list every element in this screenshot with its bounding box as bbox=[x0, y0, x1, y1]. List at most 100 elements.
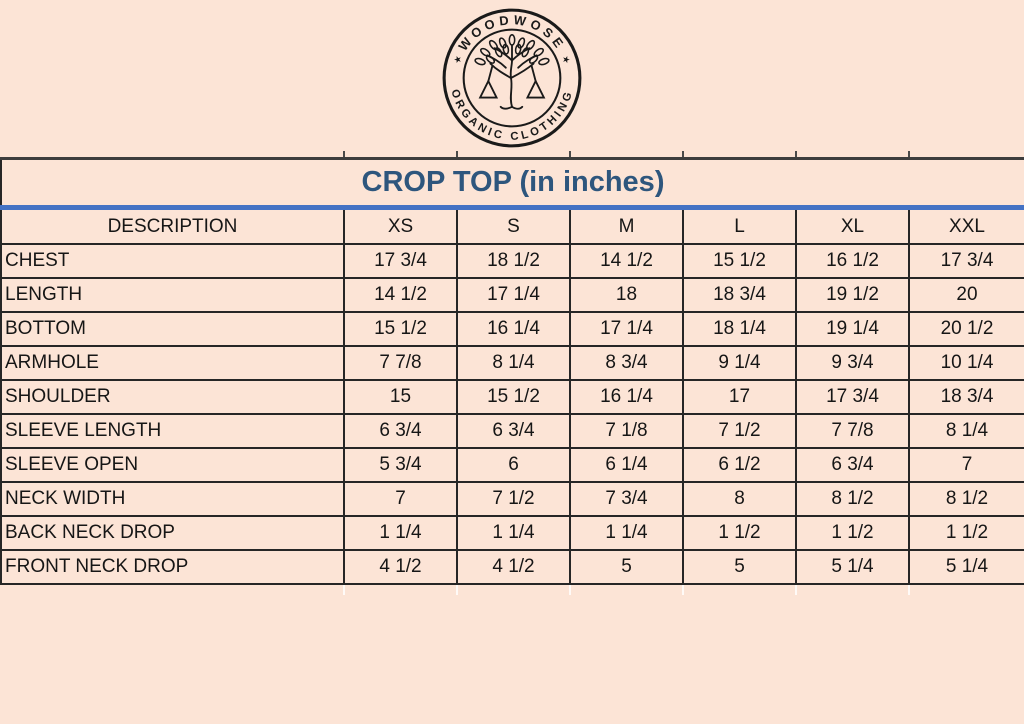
size-value: 8 1/2 bbox=[797, 483, 910, 515]
size-value: 1 1/2 bbox=[684, 517, 797, 549]
logo-inner-circle bbox=[462, 28, 562, 128]
size-value: 14 1/2 bbox=[345, 279, 458, 311]
size-value: 7 bbox=[345, 483, 458, 515]
tree-scales-icon bbox=[474, 34, 550, 110]
row-label: BOTTOM bbox=[2, 313, 345, 345]
size-value: 1 1/2 bbox=[797, 517, 910, 549]
table-title-band: CROP TOP (in inches) bbox=[0, 160, 1024, 205]
table-header-row: DESCRIPTION XS S M L XL XXL bbox=[2, 210, 1024, 245]
size-value: 8 1/2 bbox=[945, 488, 989, 509]
gridline-stub bbox=[569, 585, 571, 595]
size-value: 1 1/2 bbox=[945, 522, 989, 543]
row-label: SLEEVE LENGTH bbox=[2, 415, 345, 447]
gridline-stub bbox=[795, 585, 797, 595]
gridline-stub bbox=[908, 151, 910, 157]
size-value: 7 3/4 bbox=[571, 483, 684, 515]
column-header-description: DESCRIPTION bbox=[2, 210, 345, 243]
table-row: SLEEVE OPEN 5 3/4 6 6 1/4 6 1/2 6 3/4 7 bbox=[2, 449, 1024, 483]
size-value: 15 1/2 bbox=[458, 381, 571, 413]
row-label: LENGTH bbox=[2, 279, 345, 311]
gridline-stub bbox=[795, 151, 797, 157]
page-title: CROP TOP (in inches) bbox=[361, 166, 665, 198]
size-value: 18 bbox=[571, 279, 684, 311]
gridline-stub bbox=[569, 151, 571, 157]
column-header-s: S bbox=[458, 210, 571, 243]
size-value: 18 1/2 bbox=[458, 245, 571, 277]
size-value: 8 bbox=[684, 483, 797, 515]
size-value: 16 1/4 bbox=[571, 381, 684, 413]
size-value: 20 1/2 bbox=[940, 318, 994, 339]
column-header-xxl: XXL bbox=[949, 215, 985, 237]
size-value: 17 3/4 bbox=[797, 381, 910, 413]
gridline-stub bbox=[343, 151, 345, 157]
title-accent-rule bbox=[0, 205, 1024, 210]
size-value: 20 bbox=[956, 284, 978, 305]
size-value: 19 1/2 bbox=[797, 279, 910, 311]
column-header-xl: XL bbox=[797, 210, 910, 243]
size-value: 6 3/4 bbox=[345, 415, 458, 447]
row-label: FRONT NECK DROP bbox=[2, 551, 345, 583]
size-value: 17 3/4 bbox=[345, 245, 458, 277]
size-value: 18 1/4 bbox=[684, 313, 797, 345]
column-header-xs: XS bbox=[345, 210, 458, 243]
size-value: 16 1/4 bbox=[458, 313, 571, 345]
size-value: 6 3/4 bbox=[458, 415, 571, 447]
size-value: 5 1/4 bbox=[797, 551, 910, 583]
size-value: 8 1/4 bbox=[945, 420, 989, 441]
size-value: 1 1/4 bbox=[571, 517, 684, 549]
gridline-stub bbox=[456, 585, 458, 595]
table-row: FRONT NECK DROP 4 1/2 4 1/2 5 5 5 1/4 5 1/4 bbox=[2, 551, 1024, 585]
table-row: NECK WIDTH 7 7 1/2 7 3/4 8 8 1/2 8 1/2 bbox=[2, 483, 1024, 517]
size-value: 6 1/4 bbox=[571, 449, 684, 481]
size-value: 8 1/4 bbox=[458, 347, 571, 379]
gridline-stub bbox=[456, 151, 458, 157]
woodwose-logo: WOODWOSE ORGANIC CLOTHING ★ ★ bbox=[440, 6, 584, 150]
logo-left-star-icon: ★ bbox=[452, 53, 463, 65]
size-value: 5 bbox=[571, 551, 684, 583]
gridline-stub bbox=[682, 151, 684, 157]
size-value: 8 3/4 bbox=[571, 347, 684, 379]
size-value: 7 1/2 bbox=[684, 415, 797, 447]
table-row: ARMHOLE 7 7/8 8 1/4 8 3/4 9 1/4 9 3/4 10 1/4 bbox=[2, 347, 1024, 381]
logo-outer-circle bbox=[442, 8, 582, 148]
size-value: 6 1/2 bbox=[684, 449, 797, 481]
row-label: ARMHOLE bbox=[2, 347, 345, 379]
size-value: 6 3/4 bbox=[797, 449, 910, 481]
size-value: 9 1/4 bbox=[684, 347, 797, 379]
size-value: 4 1/2 bbox=[345, 551, 458, 583]
row-label: SLEEVE OPEN bbox=[2, 449, 345, 481]
column-header-l: L bbox=[684, 210, 797, 243]
size-value: 15 1/2 bbox=[345, 313, 458, 345]
size-value: 1 1/4 bbox=[345, 517, 458, 549]
size-value: 9 3/4 bbox=[797, 347, 910, 379]
gridline-stub bbox=[343, 585, 345, 595]
size-table: DESCRIPTION XS S M L XL XXL CHEST 17 3/4 18 1/2 14… bbox=[0, 210, 1024, 585]
size-value: 14 1/2 bbox=[571, 245, 684, 277]
size-value: 15 bbox=[345, 381, 458, 413]
size-value: 5 bbox=[684, 551, 797, 583]
size-value: 15 1/2 bbox=[684, 245, 797, 277]
size-value: 7 1/2 bbox=[458, 483, 571, 515]
logo-right-star-icon: ★ bbox=[561, 53, 572, 65]
table-row: LENGTH 14 1/2 17 1/4 18 18 3/4 19 1/2 20 bbox=[2, 279, 1024, 313]
table-row: SLEEVE LENGTH 6 3/4 6 3/4 7 1/8 7 1/2 7 7/8 8 … bbox=[2, 415, 1024, 449]
table-row: BACK NECK DROP 1 1/4 1 1/4 1 1/4 1 1/2 1 1/2 1… bbox=[2, 517, 1024, 551]
row-label: SHOULDER bbox=[2, 381, 345, 413]
row-label: CHEST bbox=[2, 245, 345, 277]
size-value: 1 1/4 bbox=[458, 517, 571, 549]
size-value: 17 3/4 bbox=[940, 250, 994, 271]
size-value: 7 7/8 bbox=[797, 415, 910, 447]
size-value: 18 3/4 bbox=[684, 279, 797, 311]
table-row: CHEST 17 3/4 18 1/2 14 1/2 15 1/2 16 1/2 17 3/… bbox=[2, 245, 1024, 279]
size-value: 18 3/4 bbox=[940, 386, 994, 407]
size-value: 6 bbox=[458, 449, 571, 481]
size-value: 16 1/2 bbox=[797, 245, 910, 277]
size-value: 7 bbox=[961, 454, 973, 475]
size-value: 17 1/4 bbox=[571, 313, 684, 345]
gridline-stub bbox=[682, 585, 684, 595]
size-value: 10 1/4 bbox=[940, 352, 994, 373]
size-value: 17 1/4 bbox=[458, 279, 571, 311]
table-row: BOTTOM 15 1/2 16 1/4 17 1/4 18 1/4 19 1/4 20 1… bbox=[2, 313, 1024, 347]
gridline-stub bbox=[908, 585, 910, 595]
